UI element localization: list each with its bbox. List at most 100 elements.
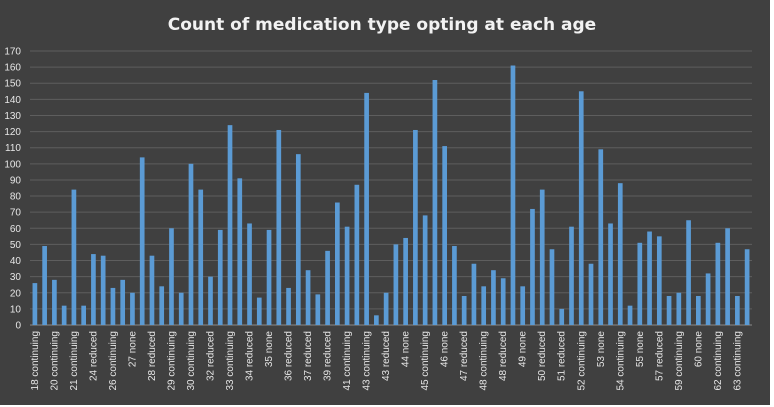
x-tick-label: 24 reduced <box>88 331 99 381</box>
bar <box>725 228 730 325</box>
y-tick-label: 70 <box>10 208 22 219</box>
bar <box>666 295 672 325</box>
x-tick-label: 43 reduced <box>381 331 392 381</box>
bar <box>32 283 38 325</box>
x-tick-label: 36 reduced <box>284 331 295 381</box>
y-tick-label: 20 <box>10 288 22 299</box>
bar <box>208 276 213 325</box>
y-tick-label: 130 <box>4 111 21 122</box>
bars <box>32 65 750 325</box>
x-tick-label: 50 reduced <box>537 331 548 381</box>
bar <box>627 305 633 325</box>
x-tick-label: 29 continuing <box>166 331 177 391</box>
x-tick-label: 39 reduced <box>323 331 334 381</box>
bar <box>559 308 565 325</box>
bar <box>686 220 691 325</box>
bar <box>393 244 399 325</box>
bar <box>461 295 467 325</box>
x-tick-label: 30 continuing <box>186 331 197 391</box>
x-tick-label: 37 reduced <box>303 331 314 381</box>
bar <box>608 223 613 325</box>
bar <box>637 242 643 325</box>
bar <box>578 91 584 325</box>
bar <box>364 92 369 325</box>
bar <box>588 263 594 325</box>
bar <box>256 297 262 325</box>
y-tick-label: 140 <box>4 95 21 106</box>
x-tick-label: 51 reduced <box>557 331 568 381</box>
bar <box>471 263 477 325</box>
bar <box>520 286 526 325</box>
bar <box>169 228 174 325</box>
bar <box>100 255 106 325</box>
bar <box>305 270 311 325</box>
bar <box>744 249 750 325</box>
x-tick-label: 21 continuing <box>69 331 80 391</box>
bar <box>178 292 184 325</box>
y-tick-label: 120 <box>4 127 21 138</box>
y-tick-label: 0 <box>15 321 21 332</box>
x-tick-label: 46 none <box>440 331 451 368</box>
bar <box>335 202 340 325</box>
x-tick-label: 55 none <box>635 331 646 368</box>
bar <box>237 178 243 325</box>
x-tick-label: 45 continuing <box>420 331 431 391</box>
x-tick-label: 33 continuing <box>225 331 236 391</box>
bar <box>120 279 126 325</box>
bar <box>315 294 321 325</box>
x-tick-label: 28 reduced <box>147 331 158 381</box>
y-tick-label: 50 <box>10 240 22 251</box>
bar <box>52 279 57 325</box>
x-tick-label: 41 continuing <box>342 331 353 391</box>
bar <box>276 129 282 325</box>
bar <box>149 255 155 325</box>
x-tick-label: 18 continuing <box>30 331 41 391</box>
x-tick-label: 34 reduced <box>245 331 256 381</box>
bar <box>188 163 194 325</box>
bar <box>266 229 272 325</box>
x-tick-label: 53 none <box>596 331 607 368</box>
y-tick-label: 60 <box>10 224 22 235</box>
x-tick-label: 63 continuing <box>732 331 743 391</box>
bar <box>647 231 652 325</box>
y-tick-label: 150 <box>4 79 21 90</box>
x-tick-label: 62 continuing <box>713 331 724 391</box>
bar <box>130 292 135 325</box>
x-tick-label: 43 continuing <box>362 331 373 391</box>
x-tick-label: 35 none <box>264 331 275 368</box>
bar <box>61 305 67 325</box>
x-tick-label: 20 continuing <box>49 331 60 391</box>
x-tick-label: 49 none <box>518 331 529 368</box>
bar <box>295 154 301 325</box>
x-axis-ticks: 18 continuing 20 continuing 21 continuing 2… <box>30 331 743 391</box>
bar <box>91 254 96 325</box>
bar <box>705 273 711 325</box>
bar <box>569 226 574 325</box>
bar <box>159 286 165 325</box>
bar <box>432 80 438 325</box>
bar <box>510 65 516 325</box>
bar <box>452 246 457 325</box>
y-tick-label: 90 <box>10 175 22 186</box>
bar <box>286 287 291 325</box>
bar <box>491 270 496 325</box>
bar <box>676 292 682 325</box>
y-tick-label: 10 <box>10 304 22 315</box>
bar <box>383 292 389 325</box>
x-tick-label: 54 continuing <box>615 331 626 391</box>
bar <box>539 189 545 325</box>
bar <box>617 183 623 325</box>
bar <box>227 125 233 325</box>
y-tick-label: 30 <box>10 272 22 283</box>
bar <box>696 295 701 325</box>
bar <box>71 189 77 325</box>
x-tick-label: 48 continuing <box>479 331 490 391</box>
x-tick-label: 52 continuing <box>576 331 587 391</box>
bar <box>374 315 379 325</box>
y-tick-label: 80 <box>10 192 22 203</box>
chart-title: Count of medication type opting at each … <box>168 15 596 35</box>
y-tick-label: 170 <box>4 47 21 58</box>
bar <box>656 236 662 325</box>
